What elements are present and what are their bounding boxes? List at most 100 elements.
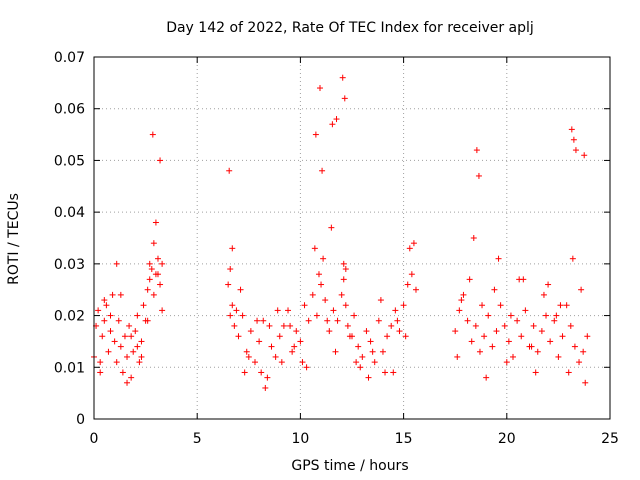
data-point (545, 281, 552, 288)
chart-title: Day 142 of 2022, Rate Of TEC Index for r… (166, 20, 534, 36)
data-point (272, 353, 279, 360)
data-point (119, 369, 126, 376)
data-point (551, 317, 558, 324)
data-point (157, 157, 164, 164)
data-point (509, 353, 516, 360)
data-point (149, 131, 156, 138)
data-point (495, 255, 502, 262)
data-point (140, 302, 147, 309)
data-point (369, 348, 376, 355)
y-tick-label: 0.03 (54, 257, 85, 273)
data-point (291, 343, 298, 350)
data-point (382, 369, 389, 376)
data-point (101, 297, 108, 304)
data-point (344, 322, 351, 329)
data-point (456, 307, 463, 314)
data-point (468, 338, 475, 345)
data-point (245, 353, 252, 360)
data-point (227, 312, 234, 319)
data-point (333, 116, 340, 123)
data-point (293, 328, 300, 335)
data-point (254, 317, 261, 324)
data-point (128, 374, 135, 381)
data-point (505, 338, 512, 345)
data-point (493, 328, 500, 335)
data-point (404, 281, 411, 288)
data-point (280, 322, 287, 329)
data-point (390, 369, 397, 376)
x-tick-label: 5 (193, 431, 202, 447)
data-point (107, 328, 114, 335)
data-point (571, 343, 578, 350)
data-point (107, 312, 114, 319)
data-point (264, 374, 271, 381)
data-point (287, 322, 294, 329)
data-point (113, 359, 120, 366)
data-point (150, 291, 157, 298)
data-point (299, 359, 306, 366)
data-point (479, 302, 486, 309)
data-point (225, 281, 232, 288)
data-point (540, 291, 547, 298)
data-point (473, 147, 480, 154)
data-point (235, 333, 242, 340)
data-point (353, 359, 360, 366)
data-point (285, 307, 292, 314)
x-tick-label: 10 (291, 431, 309, 447)
data-point (359, 353, 366, 360)
data-point (315, 271, 322, 278)
data-point (231, 322, 238, 329)
data-point (329, 121, 336, 128)
data-point (547, 338, 554, 345)
data-point (452, 328, 459, 335)
data-point (324, 317, 331, 324)
data-point (262, 384, 269, 391)
y-tick-label: 0.02 (54, 309, 85, 325)
data-point (268, 343, 275, 350)
data-point (475, 172, 482, 179)
data-point (392, 307, 399, 314)
data-point (157, 281, 164, 288)
data-point (237, 286, 244, 293)
data-point (363, 328, 370, 335)
data-point (319, 167, 326, 174)
data-point (326, 328, 333, 335)
data-point (394, 317, 401, 324)
data-point (563, 302, 570, 309)
data-point (355, 343, 362, 350)
data-point (460, 291, 467, 298)
data-point (247, 328, 254, 335)
data-point (311, 245, 318, 252)
data-point (144, 317, 151, 324)
data-point (576, 359, 583, 366)
data-point (377, 297, 384, 304)
data-point (367, 338, 374, 345)
data-point (132, 328, 139, 335)
data-point (565, 369, 572, 376)
data-point (543, 312, 550, 319)
x-tick-label: 20 (498, 431, 516, 447)
data-points (91, 74, 591, 391)
data-point (568, 126, 575, 133)
data-point (572, 147, 579, 154)
data-point (396, 328, 403, 335)
data-point (320, 255, 327, 262)
data-point (154, 271, 161, 278)
data-point (507, 312, 514, 319)
data-point (334, 317, 341, 324)
data-point (371, 359, 378, 366)
data-point (138, 353, 145, 360)
data-point (124, 353, 131, 360)
data-point (472, 322, 479, 329)
data-point (349, 333, 355, 340)
y-tick-label: 0.01 (54, 360, 85, 376)
data-point (103, 302, 110, 309)
data-point (97, 359, 104, 366)
data-point (251, 359, 258, 366)
data-point (580, 348, 587, 355)
data-point (534, 348, 541, 355)
data-point (322, 297, 329, 304)
data-point (124, 379, 131, 386)
data-point (99, 333, 106, 340)
